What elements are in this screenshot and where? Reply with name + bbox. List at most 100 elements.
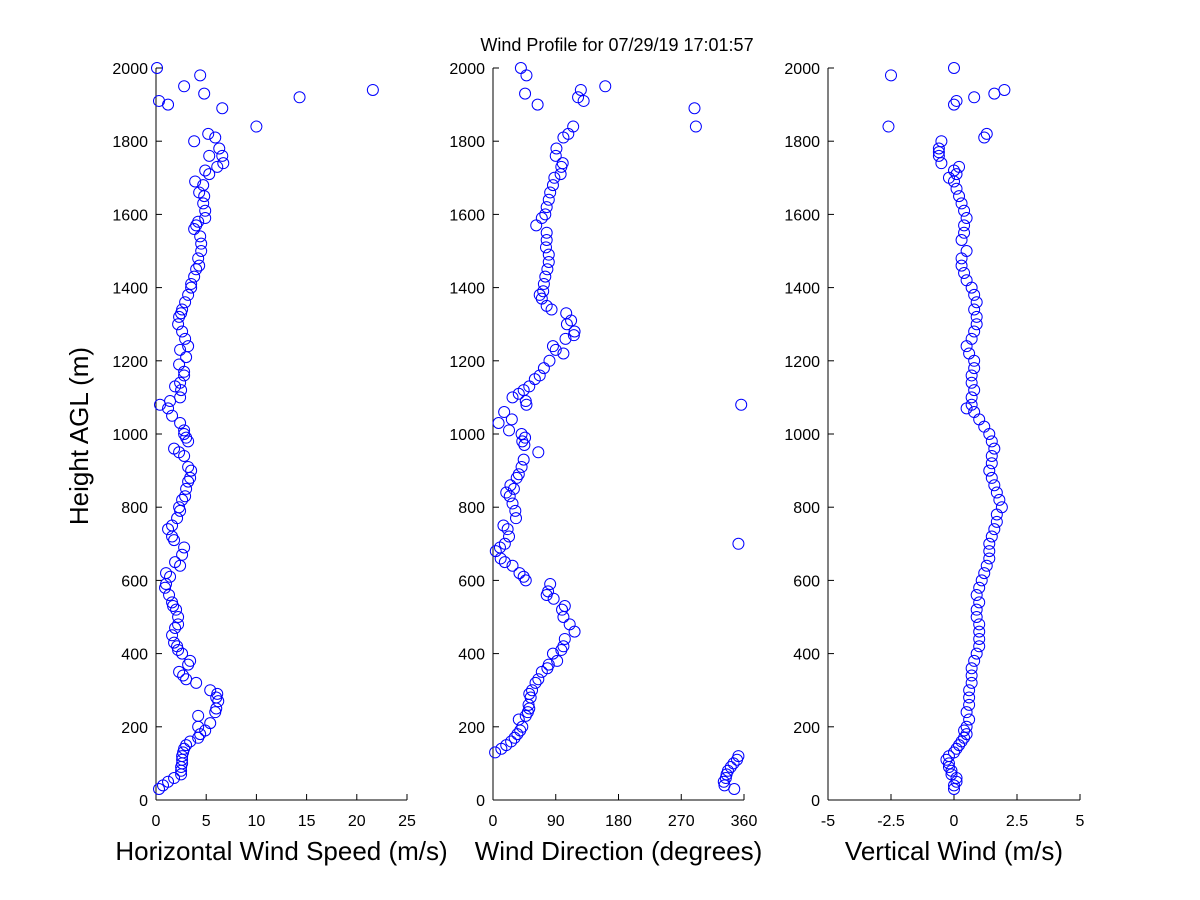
data-point: [195, 237, 208, 250]
data-point: [973, 632, 986, 645]
data-point: [176, 303, 189, 316]
data-point: [169, 621, 182, 634]
data-point: [167, 600, 180, 613]
data-point: [504, 479, 517, 492]
data-point: [958, 266, 971, 279]
data-point: [174, 376, 187, 389]
data-point: [166, 596, 179, 609]
y-tick-label: 0: [811, 793, 820, 810]
data-point: [732, 750, 745, 763]
data-point: [176, 548, 189, 561]
data-point: [182, 288, 195, 301]
data-point: [567, 120, 580, 133]
data-point: [732, 537, 745, 550]
data-point: [968, 406, 981, 419]
data-point: [512, 387, 525, 400]
y-tick-label: 200: [793, 720, 820, 737]
data-point: [505, 735, 518, 748]
data-point: [162, 523, 175, 536]
data-point: [188, 270, 201, 283]
data-point: [983, 537, 996, 550]
data-point: [955, 234, 968, 247]
data-point: [172, 618, 185, 631]
data-point: [516, 720, 529, 733]
data-point: [983, 552, 996, 565]
data-point: [176, 325, 189, 338]
data-point: [185, 281, 198, 294]
data-point: [993, 493, 1006, 506]
data-point: [557, 611, 570, 623]
data-point: [533, 288, 546, 301]
data-point: [950, 94, 963, 107]
data-point: [955, 252, 968, 265]
data-point: [945, 764, 958, 777]
y-tick-label: 1800: [449, 134, 485, 151]
y-tick-label: 600: [793, 573, 820, 590]
data-point: [173, 501, 186, 514]
data-point: [958, 724, 971, 737]
data-point: [506, 391, 519, 404]
data-point: [192, 252, 205, 265]
data-point: [935, 157, 948, 170]
y-tick-label: 1000: [112, 427, 148, 444]
data-point: [542, 658, 555, 671]
y-tick-label: 0: [476, 793, 485, 810]
data-point: [721, 764, 734, 777]
data-point: [500, 486, 513, 499]
data-point: [980, 127, 993, 140]
y-tick-label: 200: [458, 720, 485, 737]
data-point: [199, 212, 212, 225]
data-point: [506, 559, 519, 572]
data-point: [549, 343, 562, 356]
data-point: [539, 208, 552, 221]
data-point: [512, 468, 525, 481]
data-point: [178, 541, 191, 554]
y-tick-label: 800: [121, 500, 148, 517]
data-point: [539, 270, 552, 283]
data-point: [990, 515, 1003, 528]
data-point: [973, 581, 986, 594]
figure-title: Wind Profile for 07/29/19 17:01:57: [480, 35, 753, 55]
y-tick-label: 400: [121, 647, 148, 664]
x-tick-label: 15: [298, 813, 316, 830]
data-point: [495, 742, 508, 755]
data-point: [182, 340, 195, 353]
data-point: [973, 625, 986, 638]
data-point: [506, 497, 519, 510]
data-point: [526, 684, 539, 697]
data-point: [542, 193, 555, 206]
data-point: [179, 332, 192, 345]
data-point: [965, 391, 978, 404]
data-point: [950, 182, 963, 195]
data-point: [492, 417, 505, 430]
data-point: [185, 277, 198, 290]
data-point: [985, 435, 998, 448]
data-point: [203, 168, 216, 181]
data-point: [689, 120, 702, 133]
data-point: [985, 530, 998, 543]
data-point: [980, 559, 993, 572]
data-point: [204, 684, 217, 697]
data-point: [988, 442, 1001, 455]
data-point: [983, 545, 996, 558]
data-point: [171, 640, 184, 653]
data-point: [975, 574, 988, 587]
data-point: [194, 230, 207, 243]
data-point: [958, 731, 971, 744]
data-point: [563, 618, 576, 631]
data-point: [985, 471, 998, 484]
y-tick-label: 800: [458, 500, 485, 517]
scatter-points: [151, 62, 379, 796]
data-point: [175, 384, 188, 397]
data-point: [515, 428, 528, 440]
data-point: [166, 409, 179, 422]
y-tick-label: 2000: [112, 61, 148, 78]
data-point: [968, 303, 981, 316]
data-point: [217, 157, 230, 170]
data-point: [168, 636, 181, 649]
data-point: [965, 676, 978, 689]
data-point: [531, 98, 544, 111]
data-point: [556, 157, 569, 170]
data-point: [558, 600, 571, 613]
data-point: [985, 457, 998, 470]
